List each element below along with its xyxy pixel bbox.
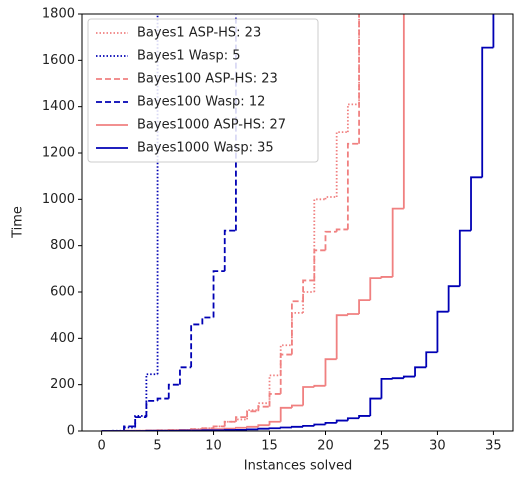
step-segment [236, 428, 247, 429]
step-segment [292, 313, 303, 345]
step-segment [381, 277, 392, 278]
step-segment [325, 197, 336, 199]
step-segment [348, 314, 359, 315]
legend: Bayes1 ASP-HS: 23 Bayes1 Wasp: 5 Bayes100 … [88, 19, 318, 162]
y-axis-label: Time [11, 206, 26, 239]
y-tick-label: 400 [50, 331, 75, 346]
step-segment [337, 315, 348, 359]
step-segment [314, 386, 325, 387]
legend-label: Bayes1 ASP-HS: 23 [137, 26, 261, 41]
step-segment [303, 292, 314, 313]
step-segment [247, 427, 258, 428]
step-segment [180, 367, 191, 384]
step-segment [292, 301, 303, 354]
x-tick-label: 5 [153, 439, 161, 454]
step-segment [393, 209, 404, 277]
step-segment [158, 399, 169, 401]
x-tick-label: 0 [97, 439, 105, 454]
x-axis-label: Instances solved [244, 459, 352, 474]
step-segment [146, 374, 157, 416]
x-tick-label: 35 [485, 439, 502, 454]
y-tick-label: 1800 [42, 7, 75, 22]
step-segment [303, 387, 314, 406]
step-segment [314, 199, 325, 292]
step-segment [258, 429, 269, 430]
step-segment [292, 427, 303, 428]
step-segment [426, 352, 437, 367]
legend-label: Bayes1000 Wasp: 35 [137, 141, 274, 156]
y-tick-label: 1400 [42, 99, 75, 114]
step-segment [381, 379, 392, 399]
y-tick-label: 1000 [42, 192, 75, 207]
step-segment [325, 359, 336, 386]
legend-label: Bayes1000 ASP-HS: 27 [137, 118, 286, 133]
step-segment [247, 411, 258, 417]
step-segment [281, 408, 292, 422]
step-segment [314, 425, 325, 426]
x-tick-label: 25 [373, 439, 390, 454]
y-tick-label: 0 [67, 424, 75, 439]
step-segment [415, 367, 426, 376]
step-segment [202, 317, 213, 324]
step-segment [270, 394, 281, 407]
step-segment [370, 399, 381, 416]
step-segment [359, 300, 370, 314]
step-segment [337, 421, 348, 423]
step-segment [146, 401, 157, 417]
step-segment [370, 278, 381, 300]
step-segment [281, 345, 292, 375]
step-segment [393, 378, 404, 379]
step-segment [191, 324, 202, 367]
legend-label: Bayes1 Wasp: 5 [137, 49, 241, 64]
step-segment [281, 355, 292, 394]
step-segment [270, 422, 281, 425]
step-segment [460, 231, 471, 287]
step-segment [303, 280, 314, 301]
step-segment [135, 417, 146, 426]
x-tick-label: 10 [205, 439, 222, 454]
step-segment [258, 407, 269, 412]
step-segment [314, 250, 325, 280]
step-segment [270, 375, 281, 403]
step-segment [258, 425, 269, 427]
x-tick-label: 15 [261, 439, 278, 454]
legend-label: Bayes100 ASP-HS: 23 [137, 72, 278, 87]
x-tick-label: 30 [429, 439, 446, 454]
step-segment [169, 385, 180, 399]
step-segment [337, 229, 348, 231]
step-segment [482, 48, 493, 178]
step-segment [303, 426, 314, 427]
step-segment [359, 416, 370, 418]
step-segment [404, 377, 415, 379]
step-segment [471, 177, 482, 230]
step-segment [225, 231, 236, 272]
step-segment [225, 422, 236, 427]
step-segment [449, 286, 460, 311]
y-tick-label: 600 [50, 285, 75, 300]
step-segment [325, 232, 336, 251]
y-tick-label: 200 [50, 377, 75, 392]
step-segment [214, 271, 225, 317]
y-tick-label: 800 [50, 238, 75, 253]
step-segment [348, 104, 359, 132]
step-segment [348, 144, 359, 230]
step-segment [348, 418, 359, 420]
y-tick-label: 1200 [42, 146, 75, 161]
legend-label: Bayes100 Wasp: 12 [137, 95, 265, 110]
step-segment [325, 423, 336, 425]
step-segment [292, 406, 303, 408]
y-tick-label: 1600 [42, 53, 75, 68]
step-segment [281, 428, 292, 429]
x-tick-label: 20 [317, 439, 334, 454]
step-segment [437, 312, 448, 353]
step-segment [337, 132, 348, 197]
step-segment [236, 419, 247, 421]
